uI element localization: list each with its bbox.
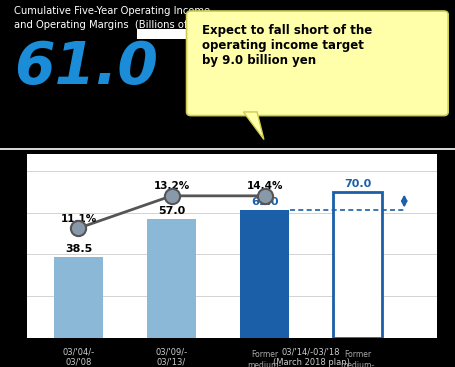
Text: 61.0: 61.0 (14, 39, 157, 95)
Text: 61.0: 61.0 (251, 197, 278, 207)
Text: yen: yen (218, 59, 253, 77)
Bar (54, 257, 103, 338)
Text: 70.0: 70.0 (344, 179, 371, 189)
Bar (27, 342, 437, 367)
Text: 14.4%: 14.4% (246, 181, 283, 191)
Text: 38.5: 38.5 (65, 244, 92, 254)
Bar (334, 192, 382, 338)
Text: Former
medium-
term goals
(forecast): Former medium- term goals (forecast) (244, 350, 285, 367)
Text: Expect to fall short of the
operating income target
by 9.0 billion yen: Expect to fall short of the operating in… (202, 24, 373, 67)
Text: 11.1%: 11.1% (61, 214, 96, 224)
Point (75, 225, 82, 231)
Text: and Operating Margins  (Billions of yen): and Operating Margins (Billions of yen) (14, 20, 212, 30)
Bar (147, 219, 196, 338)
Text: billion: billion (218, 39, 276, 57)
Text: 57.0: 57.0 (158, 206, 185, 216)
Bar (240, 210, 289, 338)
Text: Cumulative Five-Year Operating Income: Cumulative Five-Year Operating Income (14, 6, 210, 15)
Text: 13.2%: 13.2% (153, 181, 190, 191)
Point (168, 193, 175, 199)
Text: Former
medium-
term goals
(plan): Former medium- term goals (plan) (337, 350, 378, 367)
Point (261, 193, 268, 199)
